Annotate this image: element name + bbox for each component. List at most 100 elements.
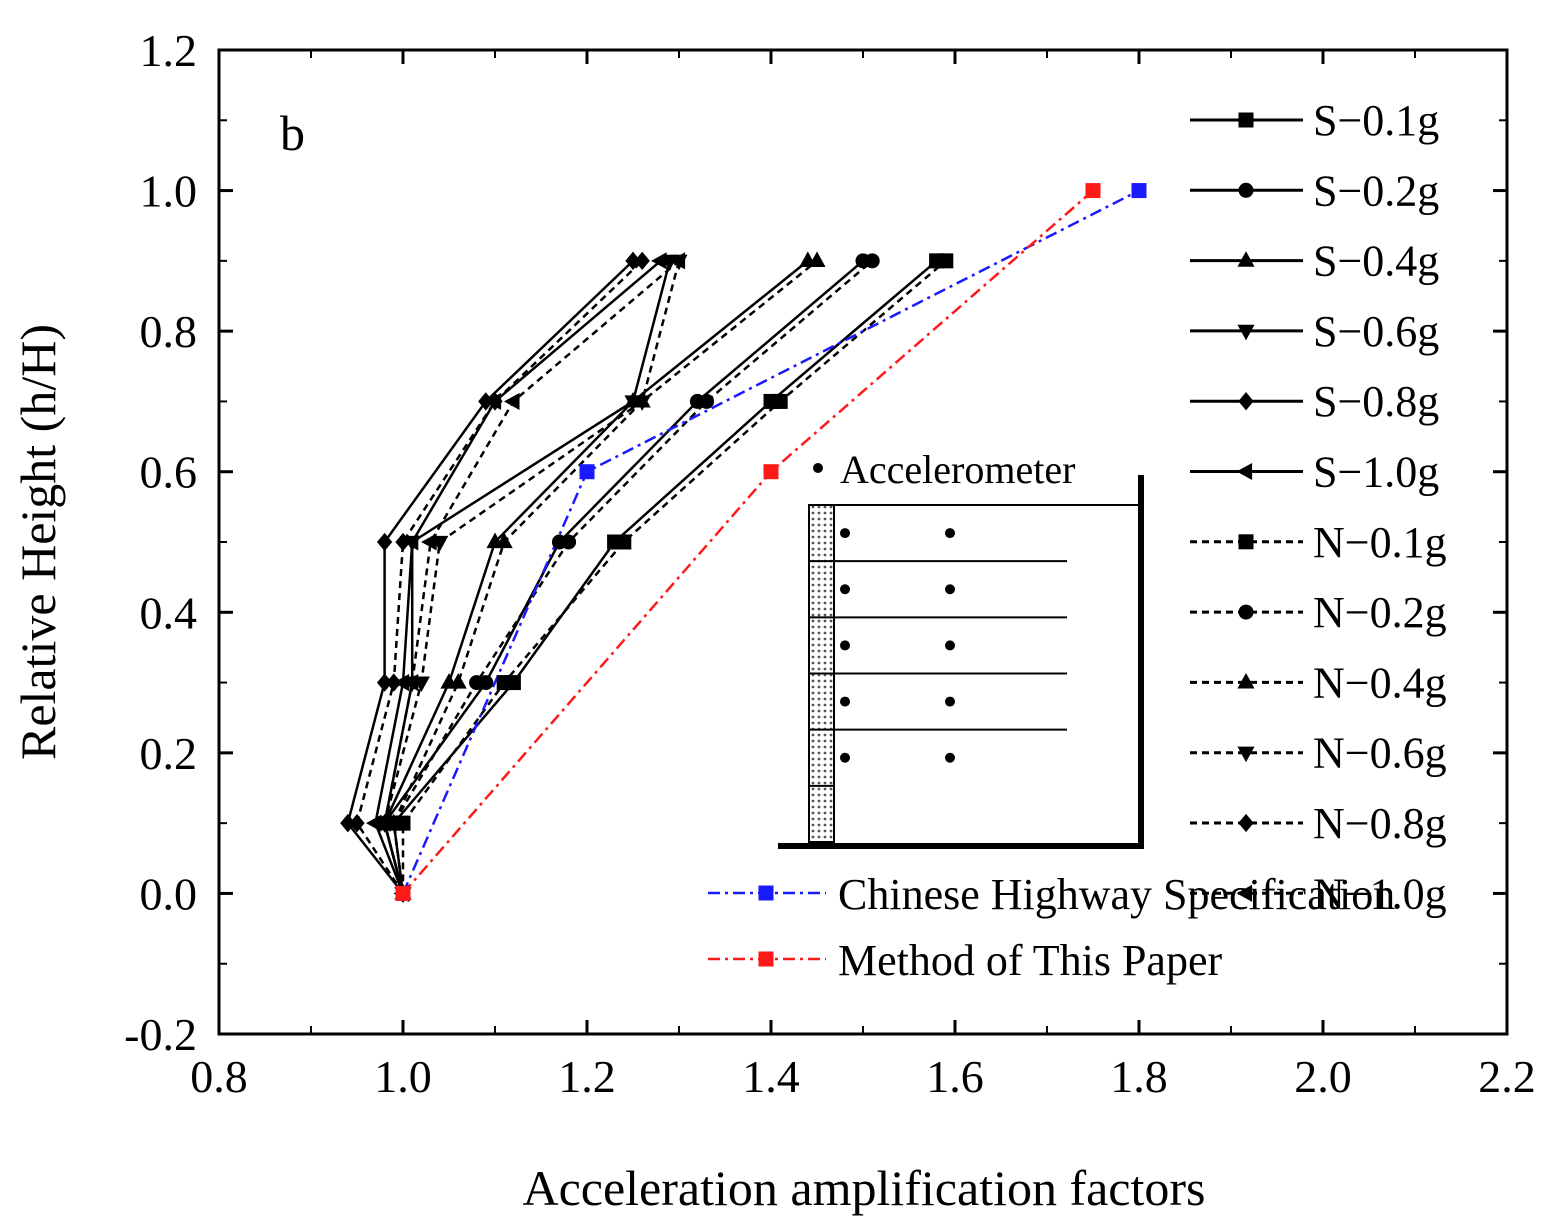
y-tick-label: 0.4 xyxy=(140,587,198,638)
series-line xyxy=(374,259,662,894)
series-line xyxy=(383,259,864,894)
inset-accelerometer-dot xyxy=(840,584,850,595)
data-point-marker xyxy=(349,813,365,833)
legend-label: S−0.6g xyxy=(1313,307,1439,356)
data-point-marker xyxy=(402,533,419,551)
y-tick-label: 1.2 xyxy=(140,25,198,76)
data-point-marker xyxy=(449,673,467,689)
data-point-marker xyxy=(503,392,520,410)
legend-label: S−0.2g xyxy=(1313,166,1439,215)
inset-accelerometer-dot xyxy=(945,640,955,651)
series-lines xyxy=(346,189,1140,895)
legend-marker xyxy=(1237,251,1255,267)
legend-marker xyxy=(1238,112,1254,128)
axis-ticks xyxy=(217,48,1509,1036)
data-point-marker xyxy=(1131,183,1147,199)
data-point-marker xyxy=(633,395,651,411)
series-markers xyxy=(340,183,1147,903)
data-point-marker xyxy=(395,532,411,552)
data-point-marker xyxy=(376,532,393,552)
legend-label: N−0.4g xyxy=(1313,658,1447,707)
x-tick-label: 1.0 xyxy=(374,1051,432,1102)
series-line xyxy=(383,259,809,894)
legend: S−0.1g S−0.2g S−0.4g S−0.6g S−0.8g S−1.0g N−0.… xyxy=(708,96,1447,985)
x-tick-label: 2.0 xyxy=(1294,1051,1352,1102)
legend-label: S−1.0g xyxy=(1313,448,1439,497)
y-tick-label: -0.2 xyxy=(124,1009,197,1060)
legend-label: N−0.2g xyxy=(1313,588,1447,637)
inset-accelerometer-label: Accelerometer xyxy=(840,447,1075,492)
legend-marker xyxy=(1237,672,1255,689)
data-point-marker xyxy=(864,253,880,269)
legend-marker xyxy=(758,885,774,901)
x-axis-title: Acceleration amplification factors xyxy=(522,1160,1205,1216)
data-point-marker xyxy=(579,464,595,480)
data-point-marker xyxy=(763,464,779,480)
wall-schematic-inset: Accelerometer xyxy=(778,447,1144,849)
legend-marker xyxy=(758,951,774,967)
data-point-marker xyxy=(496,675,512,691)
inset-accelerometer-dot xyxy=(840,640,850,651)
data-point-marker xyxy=(772,393,788,409)
data-point-marker xyxy=(1085,183,1101,199)
series-line xyxy=(401,259,947,894)
data-point-marker xyxy=(808,251,826,267)
legend-marker xyxy=(1236,884,1253,902)
data-point-marker xyxy=(402,674,419,692)
data-point-marker xyxy=(421,533,437,551)
inset-accelerometer-dot xyxy=(840,528,850,539)
series-line xyxy=(355,259,644,895)
legend-label: N−0.1g xyxy=(1313,518,1447,567)
data-point-marker xyxy=(616,534,632,550)
data-point-marker xyxy=(634,251,650,271)
legend-label: S−0.1g xyxy=(1313,96,1439,145)
data-point-marker xyxy=(487,392,503,411)
inset-accelerometer-dot xyxy=(945,696,955,707)
legend-label: Chinese Highway Specification xyxy=(838,870,1395,919)
legend-marker xyxy=(1238,392,1254,411)
x-tick-label: 1.4 xyxy=(742,1051,800,1102)
series-line xyxy=(346,259,634,895)
x-tick-label: 1.8 xyxy=(1110,1051,1168,1102)
legend-label: N−1.0g xyxy=(1313,869,1447,918)
panel-label: b xyxy=(280,105,305,161)
legend-label: S−0.8g xyxy=(1313,377,1439,426)
data-point-marker xyxy=(699,393,715,409)
x-tick-label: 2.2 xyxy=(1478,1051,1536,1102)
y-axis-title: Relative Height (h/H) xyxy=(10,324,66,760)
data-point-marker xyxy=(395,885,411,901)
data-point-marker xyxy=(561,534,577,550)
data-point-marker xyxy=(669,252,686,270)
data-point-marker xyxy=(651,252,667,270)
legend-marker xyxy=(1237,746,1255,763)
x-tick-label: 1.6 xyxy=(926,1051,984,1102)
inset-accelerometer-dot xyxy=(945,584,955,595)
data-point-marker xyxy=(386,673,402,692)
inset-accelerometer-dot xyxy=(840,752,850,763)
legend-label: S−0.4g xyxy=(1313,237,1439,286)
tick-labels: 0.8 1.0 1.2 1.4 1.6 1.8 2.0 2.2 -0.2 0.0 0.2 0.4 0.6… xyxy=(124,25,1536,1102)
inset-accelerometer-dot xyxy=(945,752,955,763)
data-point-marker xyxy=(495,532,513,549)
inset-legend-sensor-dot xyxy=(813,463,823,473)
y-tick-label: 1.0 xyxy=(140,166,198,217)
legend-marker xyxy=(1236,462,1253,481)
y-tick-label: 0.0 xyxy=(140,868,198,919)
series-line xyxy=(401,189,1140,894)
series-line xyxy=(392,259,818,894)
legend-label: N−0.8g xyxy=(1313,799,1447,848)
legend-label: Method of This Paper xyxy=(838,936,1222,985)
series-line xyxy=(383,259,680,894)
legend-marker xyxy=(1238,813,1254,833)
legend-marker xyxy=(1237,324,1255,341)
y-tick-label: 0.2 xyxy=(140,728,198,779)
x-tick-label: 1.2 xyxy=(558,1051,616,1102)
data-point-marker xyxy=(938,253,954,269)
series-line xyxy=(392,259,938,894)
data-point-marker xyxy=(375,814,391,832)
x-tick-label: 0.8 xyxy=(190,1051,248,1102)
inset-accelerometer-dot xyxy=(840,696,850,707)
y-tick-label: 0.8 xyxy=(140,306,198,357)
legend-marker xyxy=(1238,182,1254,198)
legend-marker xyxy=(1238,604,1254,620)
